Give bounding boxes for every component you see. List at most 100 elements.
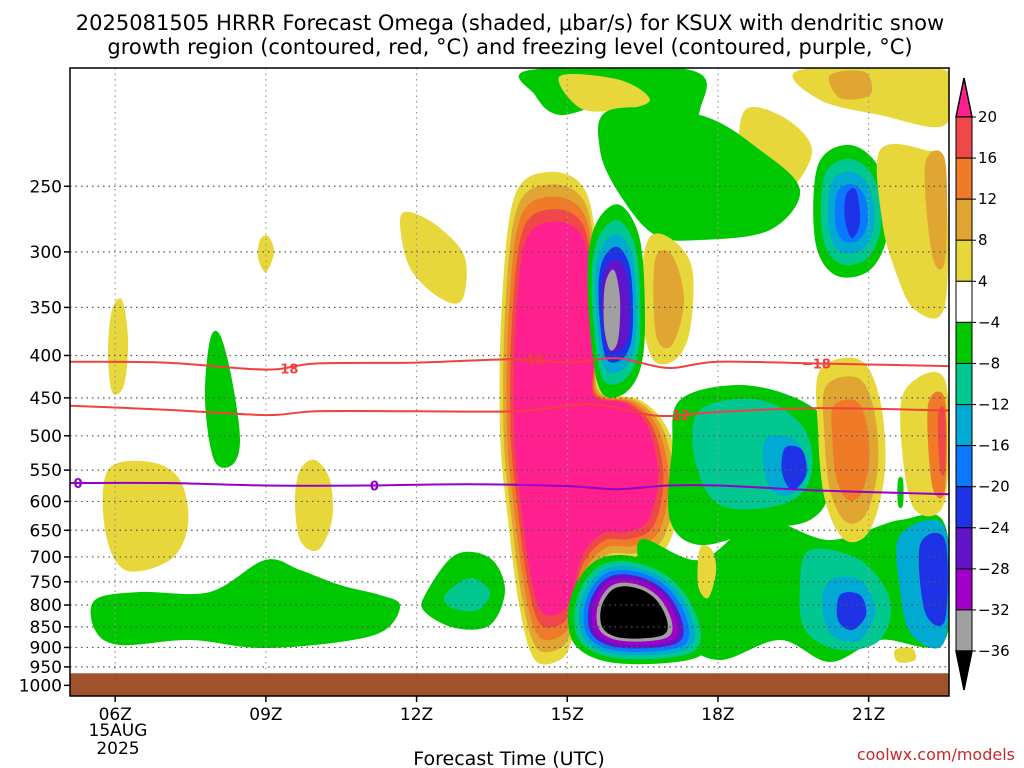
contour-line-minus18 [70, 357, 949, 371]
colorbar-box [955, 239, 973, 282]
y-tick-label: 800 [30, 596, 62, 616]
shade-lowlevel-green [90, 559, 401, 649]
shade-lower-right-blue [918, 532, 948, 627]
contour-label: −18 [802, 357, 831, 372]
plot-frame [69, 67, 950, 697]
colorbar-box [955, 198, 973, 241]
colorbar-box [955, 116, 973, 159]
colorbar-label: 8 [978, 231, 988, 249]
shade-right-mid-red [937, 406, 946, 477]
x-tick-label: 21Z [852, 705, 885, 725]
colorbar-box [955, 362, 973, 406]
contour-label: 0 [370, 480, 379, 495]
y-tick-label: 600 [30, 492, 62, 512]
shade-21z-upper-20 [844, 188, 861, 239]
x-tick-label: 18Z [701, 705, 734, 725]
colorbar-label: −8 [978, 354, 1000, 372]
shade-orange-17z [653, 249, 684, 349]
shade-yellow-small-se [894, 647, 916, 663]
shade-mid-blue [781, 445, 807, 491]
shade-pink-core [513, 221, 658, 616]
shade-top-right-yellow [792, 68, 949, 128]
shade-yellow-18z [697, 545, 717, 599]
y-tick-label: 400 [30, 346, 62, 366]
chart-title-line-1: 2025081505 HRRR Forecast Omega (shaded, … [76, 11, 944, 35]
y-tick-label: 950 [30, 658, 62, 678]
y-tick-label: 250 [30, 177, 62, 197]
colorbar-label: 12 [978, 190, 997, 208]
x-tick-label: 12Z [400, 705, 433, 725]
contour-label: −12 [661, 409, 690, 424]
shade-21z-mid-12 [831, 399, 870, 501]
y-tick-label: 650 [30, 521, 62, 541]
contour-label: −18 [516, 353, 545, 368]
y-tick-label: 500 [30, 427, 62, 447]
omega-shading [90, 68, 949, 665]
contour-label: 0 [73, 477, 82, 492]
ground-surface [70, 673, 949, 696]
colorbar-box [955, 445, 973, 488]
colorbar-box [955, 486, 973, 529]
x-axis-title: Forecast Time (UTC) [413, 748, 604, 768]
shade-green-narrow [204, 330, 240, 468]
shade-upper-up-32 [603, 269, 621, 351]
shade-top-yellow [558, 74, 650, 112]
y-tick-label: 750 [30, 573, 62, 593]
temperature-contours: −18 −18 −18 −12 0 0 [70, 353, 949, 496]
y-axis: 2503003504004505005506006507007508008509… [19, 177, 70, 696]
shade-yellow-upper [400, 211, 467, 304]
colorbar-box [955, 321, 973, 364]
colorbar-box [955, 609, 973, 652]
colorbar: 20 16 12 8 4 −4 −8 −12 −16 −20 −24 −28 −32 −36 [955, 77, 1010, 691]
y-tick-label: 850 [30, 618, 62, 638]
grid-lines [70, 68, 949, 696]
shade-top-right-orange [828, 70, 873, 100]
colorbar-box [955, 527, 973, 570]
shade-yellow-west [102, 460, 189, 572]
y-tick-label: 900 [30, 638, 62, 658]
colorbar-bottom-arrow [955, 650, 973, 691]
contour-line-minus12 [70, 403, 949, 418]
shade-yellow-west-2 [108, 298, 129, 395]
contour-label: −18 [269, 362, 298, 377]
colorbar-label: 16 [978, 149, 997, 167]
colorbar-label: −28 [978, 560, 1010, 578]
y-tick-label: 1000 [19, 676, 62, 696]
colorbar-top-arrow [955, 77, 973, 118]
x-tick-label: 09Z [249, 705, 282, 725]
y-tick-label: 300 [30, 243, 62, 263]
shade-core-36 [600, 586, 668, 639]
shade-green-upper-mid [597, 107, 801, 241]
credit-text: coolwx.com/models [857, 745, 1015, 764]
y-tick-label: 550 [30, 461, 62, 481]
shade-right-upper-orange [924, 150, 948, 270]
colorbar-label: −36 [978, 642, 1010, 660]
shade-lower-blue-east [836, 592, 867, 631]
y-tick-label: 700 [30, 548, 62, 568]
x-axis: 06Z 09Z 12Z 15Z 18Z 21Z [99, 696, 885, 725]
x-tick-label: 06Z [99, 705, 132, 725]
x-tick-label: 15Z [551, 705, 584, 725]
date-label-year: 2025 [96, 739, 139, 759]
colorbar-box [955, 404, 973, 447]
colorbar-label: −20 [978, 478, 1010, 496]
date-label-day: 15AUG [89, 721, 148, 741]
y-tick-label: 350 [30, 298, 62, 318]
colorbar-box [955, 157, 973, 200]
shade-yellow-mid [295, 459, 333, 552]
colorbar-label: −12 [978, 396, 1010, 414]
contour-line-0 [70, 481, 949, 496]
chart-title-line-2: growth region (contoured, red, °C) and f… [107, 35, 912, 59]
colorbar-label: −24 [978, 519, 1010, 537]
colorbar-label: 4 [978, 272, 988, 290]
shade-lowlevel-teal [444, 577, 491, 612]
shade-yellow-tiny [257, 235, 275, 273]
colorbar-label: −16 [978, 437, 1010, 455]
colorbar-box [955, 280, 973, 323]
colorbar-box [955, 568, 973, 611]
y-tick-label: 450 [30, 389, 62, 409]
colorbar-label: −32 [978, 601, 1010, 619]
colorbar-label: −4 [978, 313, 1000, 331]
colorbar-label: 20 [978, 108, 997, 126]
